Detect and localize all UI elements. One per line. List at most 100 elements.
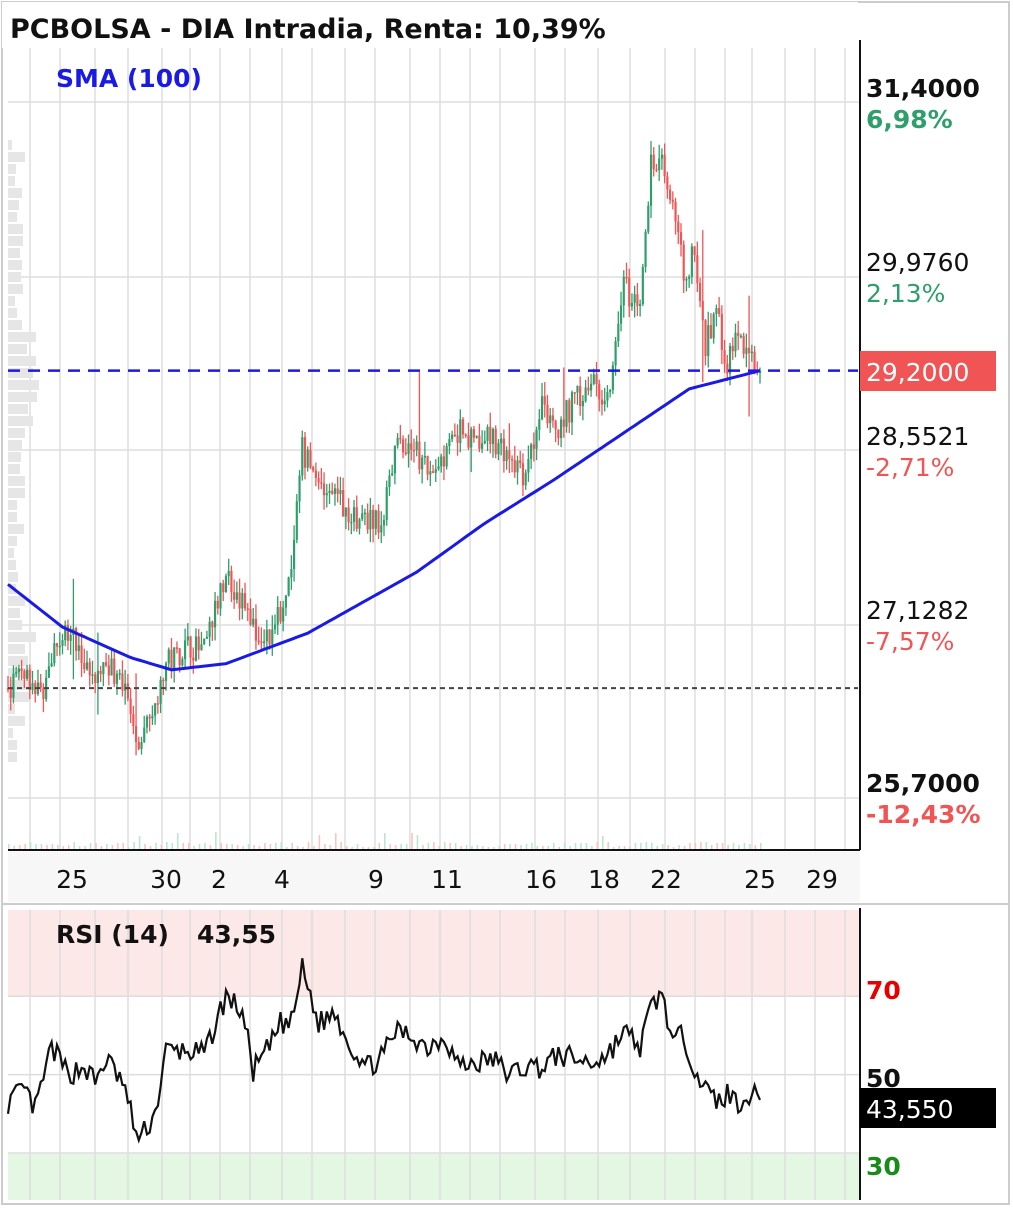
candle-body	[309, 449, 312, 468]
candle-body	[663, 154, 666, 177]
candle-body	[688, 276, 691, 279]
candle-body	[448, 439, 451, 447]
candle-body	[617, 323, 620, 342]
price-axis-pct: -2,71%	[866, 453, 954, 482]
volume-profile-bar	[8, 692, 30, 702]
volume-bar	[149, 846, 152, 849]
candle-body	[230, 570, 233, 593]
volume-bar	[187, 843, 190, 849]
candle-body	[505, 450, 508, 462]
candle-body	[104, 662, 108, 666]
volume-bar	[138, 836, 141, 849]
candle-body	[491, 428, 495, 445]
candle-body	[497, 443, 500, 455]
candle-body	[456, 435, 459, 443]
rsi-level-70: 70	[866, 976, 901, 1005]
candle-body	[263, 641, 266, 644]
volume-bar	[558, 847, 560, 849]
candle-body	[243, 593, 247, 609]
candle-body	[241, 593, 244, 609]
candle-body	[701, 300, 704, 321]
volume-bar	[749, 844, 751, 849]
chart-title: PCBOLSA - DIA Intradia, Renta: 10,39%	[10, 14, 606, 45]
candle-body	[320, 482, 323, 484]
candle-body	[25, 669, 29, 679]
volume-bar	[176, 833, 179, 849]
volume-bar	[487, 847, 490, 849]
candle-body	[510, 458, 514, 461]
candle-body	[489, 426, 492, 445]
candle-body	[83, 662, 86, 670]
candle-body	[53, 643, 56, 664]
price-axis-value: 27,1282	[866, 596, 969, 625]
candle-body	[66, 625, 70, 641]
candle-body	[742, 335, 745, 354]
candle-body	[254, 618, 258, 641]
candle-body	[407, 443, 410, 454]
volume-bar	[563, 843, 566, 849]
volume-bar	[269, 844, 272, 849]
volume-bar	[155, 843, 157, 849]
rsi-value: 43,55	[197, 920, 276, 949]
candle-body	[333, 488, 337, 494]
volume-bar	[225, 844, 228, 849]
candle-body	[124, 683, 127, 691]
volume-bar	[378, 843, 381, 849]
volume-bar	[667, 845, 669, 849]
volume-bar	[645, 842, 648, 849]
volume-bar	[569, 846, 571, 849]
candle-body	[15, 672, 18, 674]
candle-body	[562, 419, 565, 427]
volume-bar	[302, 847, 304, 849]
candle-body	[154, 703, 157, 716]
candle-body	[205, 636, 208, 639]
volume-profile-bar	[8, 308, 17, 318]
volume-profile-bar	[8, 176, 15, 186]
volume-bar	[171, 843, 174, 849]
candle-body	[614, 341, 617, 366]
volume-bar	[601, 836, 604, 849]
volume-bar	[596, 842, 599, 849]
candle-body	[115, 673, 119, 684]
candle-body	[162, 679, 165, 682]
candle-body	[570, 392, 574, 423]
volume-bar	[182, 843, 184, 849]
candle-body	[461, 419, 465, 435]
candle-body	[282, 607, 285, 622]
candle-body	[211, 621, 214, 628]
volume-bar	[727, 845, 729, 849]
volume-bar	[678, 845, 680, 849]
candle-body	[23, 671, 26, 679]
candle-body	[679, 232, 683, 245]
volume-bar	[166, 842, 168, 849]
volume-profile-bar	[8, 212, 17, 222]
candle-body	[290, 569, 293, 578]
candle-body	[500, 438, 503, 444]
volume-bar	[743, 843, 746, 849]
volume-bar	[116, 843, 119, 849]
candle-body	[69, 635, 72, 641]
x-axis-strip	[8, 852, 860, 902]
rsi-value-badge	[860, 1088, 996, 1128]
volume-profile-bar	[8, 332, 36, 342]
volume-profile-bar	[8, 704, 15, 714]
volume-bar	[100, 846, 103, 849]
candle-body	[339, 490, 342, 494]
candle-body	[410, 443, 413, 450]
volume-profile-bar	[8, 380, 39, 390]
candle-body	[361, 513, 364, 520]
volume-bar	[215, 832, 217, 849]
volume-profile-bar	[8, 620, 22, 630]
candle-body	[94, 674, 97, 683]
volume-bar	[324, 844, 326, 849]
candle-body	[527, 458, 530, 473]
candle-body	[173, 647, 176, 669]
candle-body	[102, 662, 105, 675]
candle-body	[647, 205, 650, 232]
candle-body	[265, 629, 268, 642]
candle-body	[317, 478, 320, 483]
candle-body	[358, 519, 361, 529]
candle-body	[216, 600, 219, 609]
candle-body	[649, 154, 653, 206]
candle-body	[58, 645, 61, 648]
